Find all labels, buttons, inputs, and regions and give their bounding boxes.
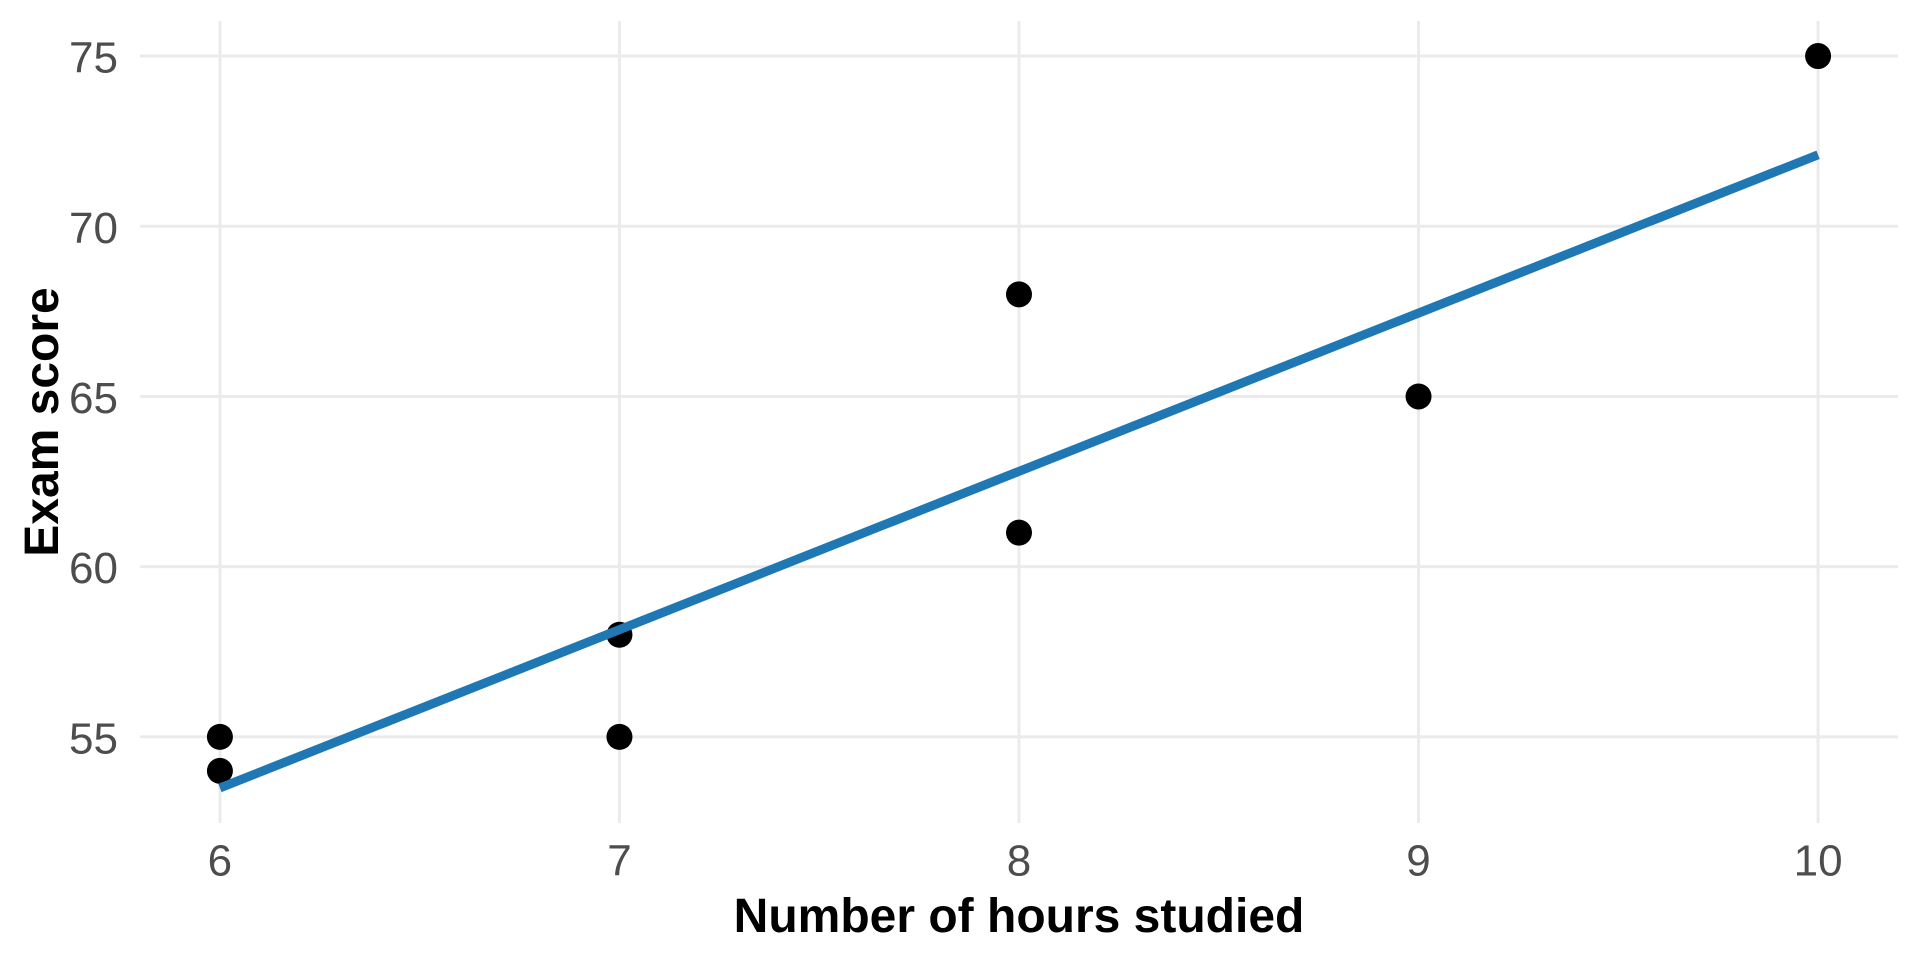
x-axis-title: Number of hours studied — [734, 890, 1305, 943]
y-tick-label: 75 — [69, 34, 118, 83]
y-tick-label: 70 — [69, 204, 118, 253]
x-tick-label: 10 — [1794, 837, 1843, 886]
y-tick-label: 65 — [69, 374, 118, 423]
data-point — [206, 723, 233, 750]
y-axis-title: Exam score — [16, 287, 69, 557]
data-point — [206, 757, 233, 784]
y-tick-label: 60 — [69, 544, 118, 593]
data-point — [606, 723, 633, 750]
tick-label-layer: 6 7 8 9 10 55 60 65 70 75 — [69, 34, 1843, 886]
data-point — [1805, 43, 1832, 70]
data-point — [1006, 519, 1032, 546]
data-point — [1006, 281, 1032, 308]
x-tick-label: 6 — [208, 837, 232, 886]
trend-line — [218, 150, 1820, 793]
trend-layer — [218, 150, 1820, 793]
grid-layer — [140, 21, 1898, 823]
data-point — [1405, 383, 1432, 410]
x-tick-label: 7 — [607, 837, 631, 886]
x-tick-label: 9 — [1406, 837, 1430, 886]
y-tick-label: 55 — [69, 714, 118, 763]
x-tick-label: 8 — [1007, 837, 1031, 886]
